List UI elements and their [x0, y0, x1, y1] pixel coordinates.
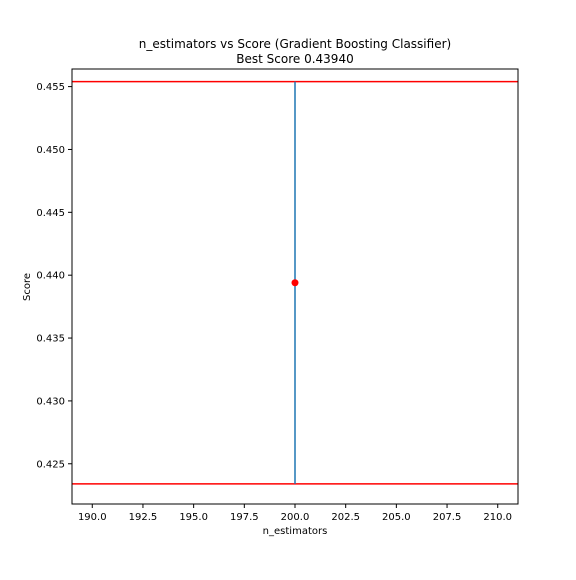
- x-axis-label: n_estimators: [263, 526, 328, 537]
- x-tick-label: 207.5: [433, 512, 462, 523]
- y-tick-label: 0.455: [36, 82, 65, 93]
- x-tick-label: 202.5: [331, 512, 360, 523]
- x-tick-label: 210.0: [483, 512, 512, 523]
- y-tick-label: 0.435: [36, 334, 65, 345]
- x-tick-label: 190.0: [78, 512, 107, 523]
- x-tick-label: 195.0: [179, 512, 208, 523]
- y-tick-label: 0.440: [36, 271, 65, 282]
- y-tick-label: 0.445: [36, 208, 65, 219]
- x-tick-label: 205.0: [382, 512, 411, 523]
- y-axis: 0.425 0.430 0.435 0.440 0.445 0.450 0.455: [36, 82, 72, 470]
- data-point: [291, 279, 299, 287]
- plot-frame: [71, 68, 519, 505]
- x-tick-label: 200.0: [281, 512, 310, 523]
- y-axis-label: Score: [22, 273, 33, 301]
- plot-area: [72, 80, 518, 485]
- y-tick-label: 0.430: [36, 396, 65, 407]
- x-axis: 190.0 192.5 195.0 197.5 200.0 202.5 205.0 207.5…: [78, 504, 512, 523]
- x-tick-label: 192.5: [129, 512, 158, 523]
- chart-subtitle: Best Score 0.43940: [236, 52, 353, 66]
- y-tick-label: 0.425: [36, 459, 65, 470]
- chart-title: n_estimators vs Score (Gradient Boosting…: [139, 37, 451, 51]
- x-tick-label: 197.5: [230, 512, 259, 523]
- y-tick-label: 0.450: [36, 145, 65, 156]
